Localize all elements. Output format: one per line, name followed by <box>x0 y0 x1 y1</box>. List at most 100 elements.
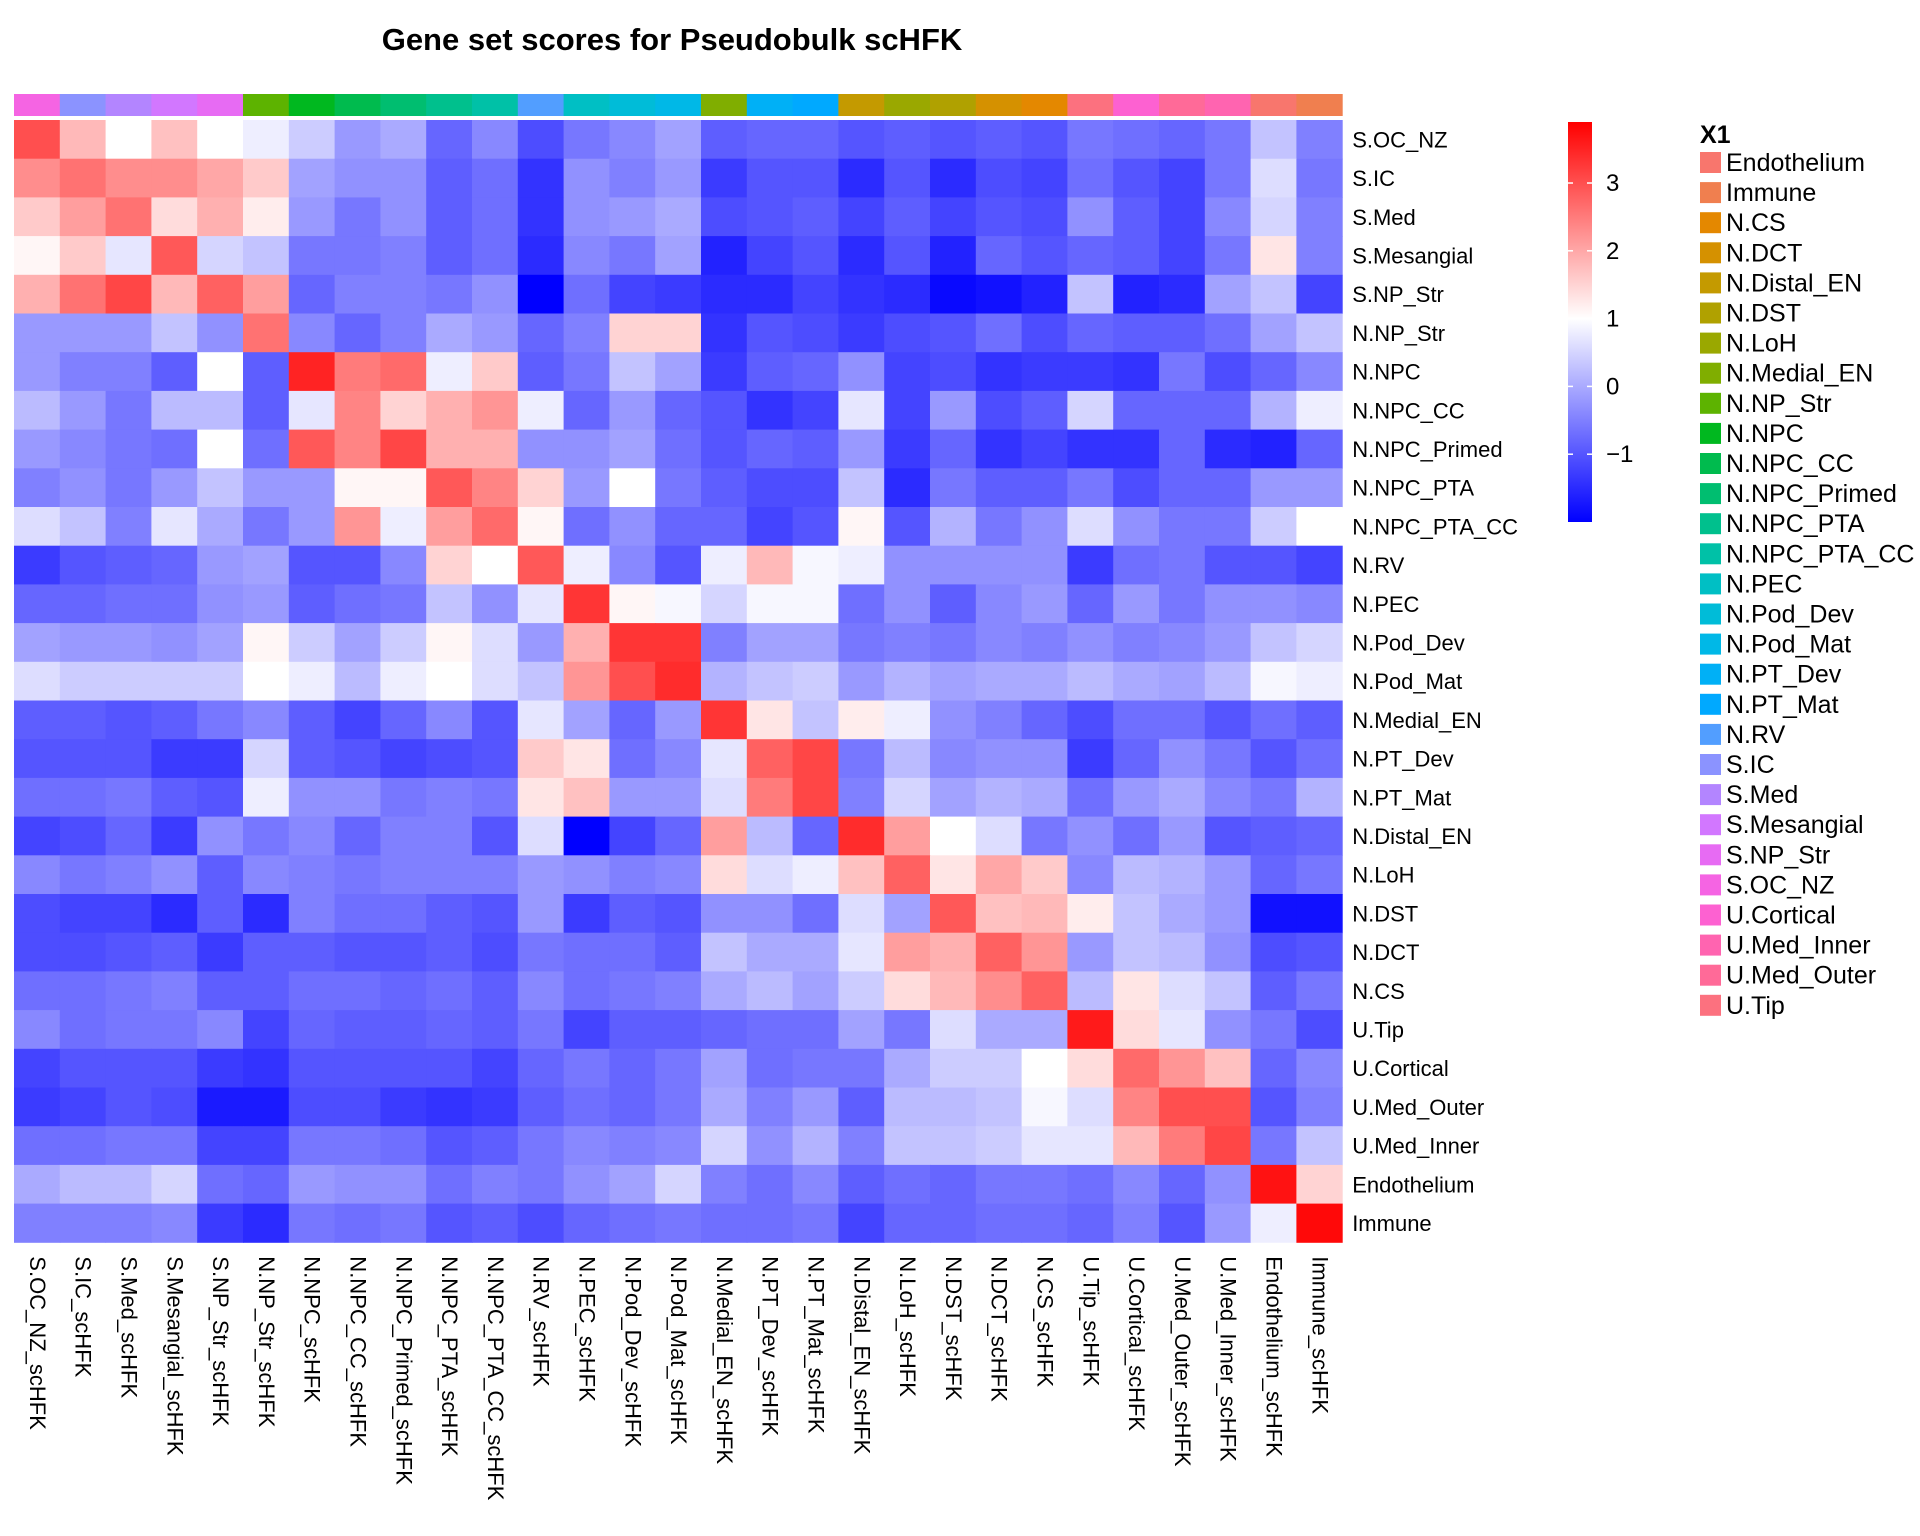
heatmap-cell <box>1021 390 1068 431</box>
heatmap-cell <box>288 197 336 237</box>
column-label: N.DCT_scHFK <box>987 1256 1012 1402</box>
heatmap-cell <box>1113 1048 1160 1088</box>
heatmap-cell <box>59 507 107 547</box>
heatmap-cell <box>930 971 977 1011</box>
heatmap-cell <box>472 816 519 856</box>
heatmap-cell <box>975 816 1023 856</box>
colorbar-ticks: 3 2 1 0 −1 <box>1568 170 1633 468</box>
heatmap-cell <box>1021 1087 1068 1127</box>
heatmap-cell <box>472 971 519 1011</box>
heatmap-cell <box>1113 816 1160 856</box>
heatmap-cell <box>792 739 839 779</box>
heatmap-cell <box>151 1203 198 1243</box>
heatmap-cell <box>1113 661 1160 701</box>
heatmap-cell <box>1159 158 1206 198</box>
heatmap-cell <box>197 1126 244 1166</box>
heatmap-cell <box>655 739 702 779</box>
heatmap-cell <box>105 1203 152 1243</box>
heatmap-cell <box>655 545 702 585</box>
annotation-cell <box>701 94 748 116</box>
heatmap-cell <box>838 545 885 585</box>
heatmap-cell <box>838 429 885 469</box>
heatmap-cell <box>1204 352 1252 392</box>
annotation-cell <box>609 94 656 116</box>
heatmap-cell <box>563 236 610 276</box>
heatmap-cell <box>563 584 610 624</box>
heatmap-cell <box>884 468 931 508</box>
heatmap-cell <box>609 1164 656 1205</box>
colorbar-gradient <box>1568 122 1592 522</box>
heatmap-cell <box>426 700 473 740</box>
heatmap-cell <box>472 352 519 392</box>
column-labels: S.OC_NZ_scHFK S.IC_scHFK S.Med_scHFK S.Mesa… <box>25 1256 1332 1500</box>
heatmap-cell <box>1204 894 1252 934</box>
heatmap-grid <box>14 120 1343 1243</box>
heatmap-cell <box>930 197 977 237</box>
heatmap-cell <box>746 700 794 740</box>
heatmap-cell <box>472 468 519 508</box>
heatmap-cell <box>1204 932 1252 972</box>
heatmap-cell <box>151 545 198 585</box>
heatmap-cell <box>655 661 702 701</box>
heatmap-cell <box>517 855 565 895</box>
heatmap-cell <box>14 468 61 508</box>
heatmap-cell <box>655 623 702 663</box>
legend-label: N.PT_Mat <box>1726 691 1839 719</box>
column-label: N.NPC_PTA_scHFK <box>437 1256 462 1456</box>
heatmap-cell <box>1067 739 1114 779</box>
heatmap-cell <box>1296 932 1343 972</box>
heatmap-cell <box>197 1048 244 1088</box>
heatmap-cell <box>1204 197 1252 237</box>
column-label: N.DST_scHFK <box>941 1256 966 1401</box>
column-label: U.Cortical_scHFK <box>1124 1256 1149 1431</box>
column-label: S.OC_NZ_scHFK <box>25 1256 50 1430</box>
heatmap-cell <box>975 352 1023 392</box>
heatmap-cell <box>1021 971 1068 1011</box>
heatmap-cell <box>884 120 931 160</box>
heatmap-cell <box>288 507 336 547</box>
heatmap-cell <box>1250 584 1297 624</box>
heatmap-cell <box>472 894 519 934</box>
heatmap-cell <box>701 661 748 701</box>
heatmap-cell <box>426 197 473 237</box>
heatmap-cell <box>1159 352 1206 392</box>
heatmap-cell <box>1159 623 1206 663</box>
heatmap-cell <box>1204 545 1252 585</box>
heatmap-cell <box>380 507 427 547</box>
heatmap-cell <box>1067 1164 1114 1205</box>
row-label: N.NPC_CC <box>1352 398 1465 423</box>
legend-swatch <box>1700 242 1721 264</box>
heatmap-cell <box>1250 158 1297 198</box>
heatmap-cell <box>701 197 748 237</box>
heatmap-cell <box>1159 236 1206 276</box>
heatmap-cell <box>151 197 198 237</box>
heatmap-cell <box>1204 1164 1252 1205</box>
heatmap-cell <box>105 1087 152 1127</box>
heatmap-cell <box>380 158 427 198</box>
heatmap-cell <box>609 584 656 624</box>
heatmap-cell <box>838 584 885 624</box>
annotation-cell <box>563 94 610 116</box>
heatmap-cell <box>609 623 656 663</box>
heatmap-cell <box>930 816 977 856</box>
heatmap-cell <box>792 352 839 392</box>
heatmap-cell <box>1113 932 1160 972</box>
heatmap-cell <box>14 236 61 276</box>
heatmap-cell <box>334 971 381 1011</box>
heatmap-cell <box>1204 855 1252 895</box>
heatmap-cell <box>975 429 1023 469</box>
heatmap-cell <box>197 700 244 740</box>
row-label: N.Pod_Dev <box>1352 630 1465 655</box>
heatmap-cell <box>472 623 519 663</box>
heatmap-cell <box>517 1087 565 1127</box>
heatmap-cell <box>609 507 656 547</box>
heatmap-cell <box>334 120 381 160</box>
heatmap-cell <box>1021 313 1068 353</box>
heatmap-cell <box>838 971 885 1011</box>
heatmap-cell <box>426 352 473 392</box>
heatmap-cell <box>14 932 61 972</box>
column-label: S.Med_scHFK <box>117 1256 142 1398</box>
column-label: N.LoH_scHFK <box>895 1256 920 1397</box>
heatmap-cell <box>884 623 931 663</box>
heatmap-cell <box>1159 313 1206 353</box>
